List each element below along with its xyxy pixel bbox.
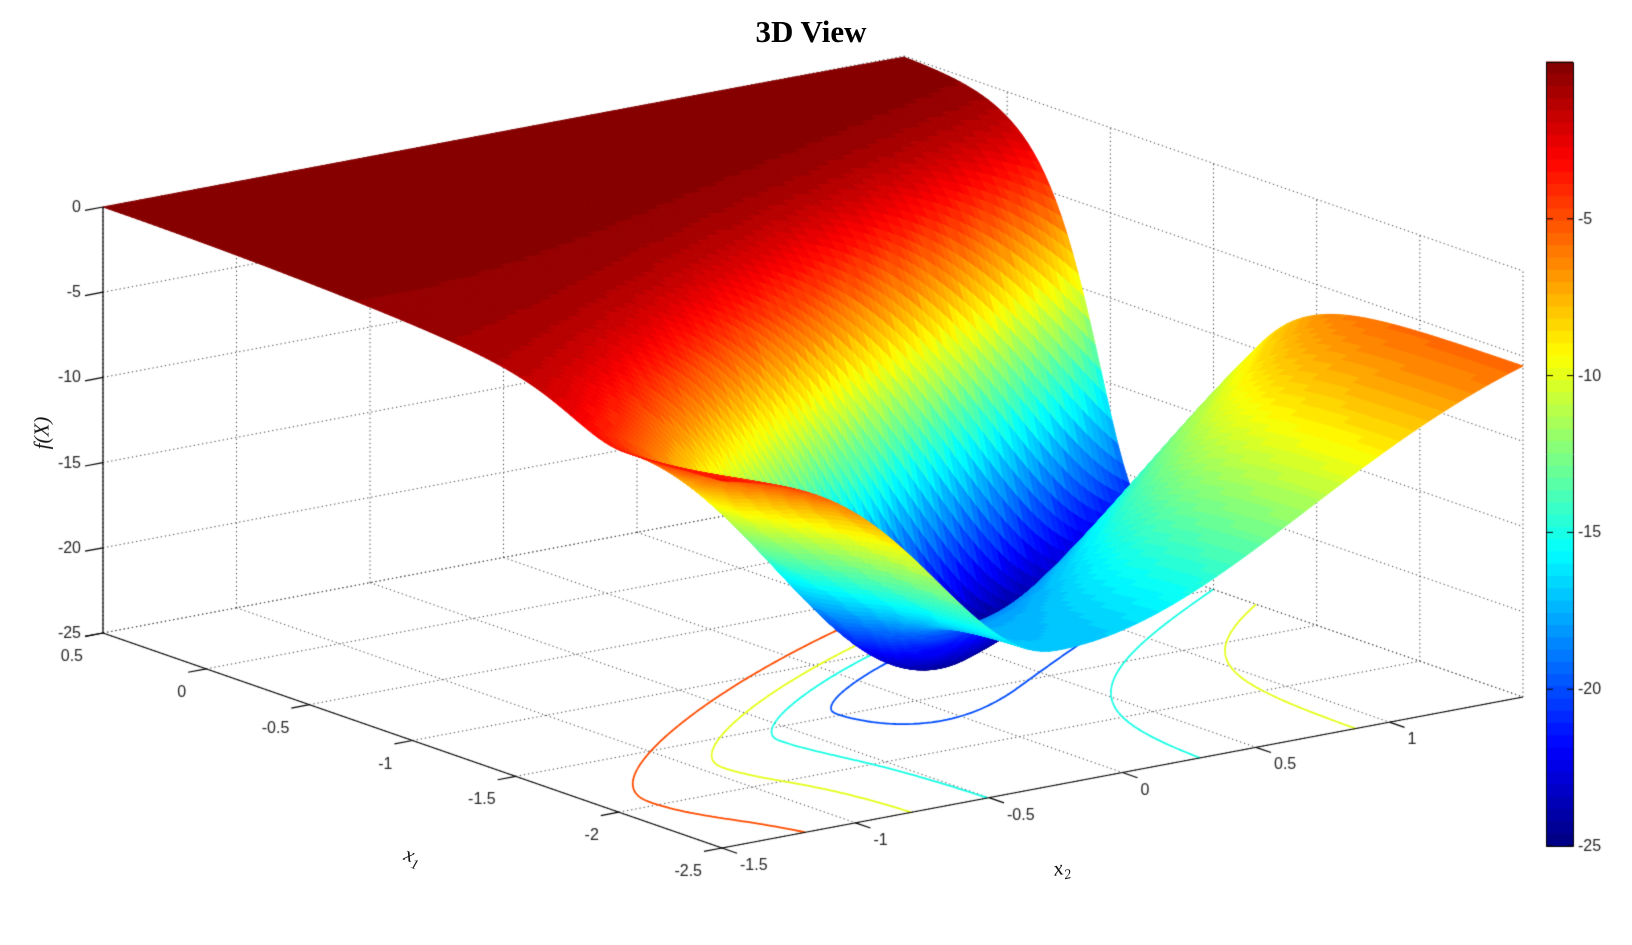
z-axis-label: f(X) [29, 416, 54, 450]
plot-title: 3D View [755, 14, 867, 49]
